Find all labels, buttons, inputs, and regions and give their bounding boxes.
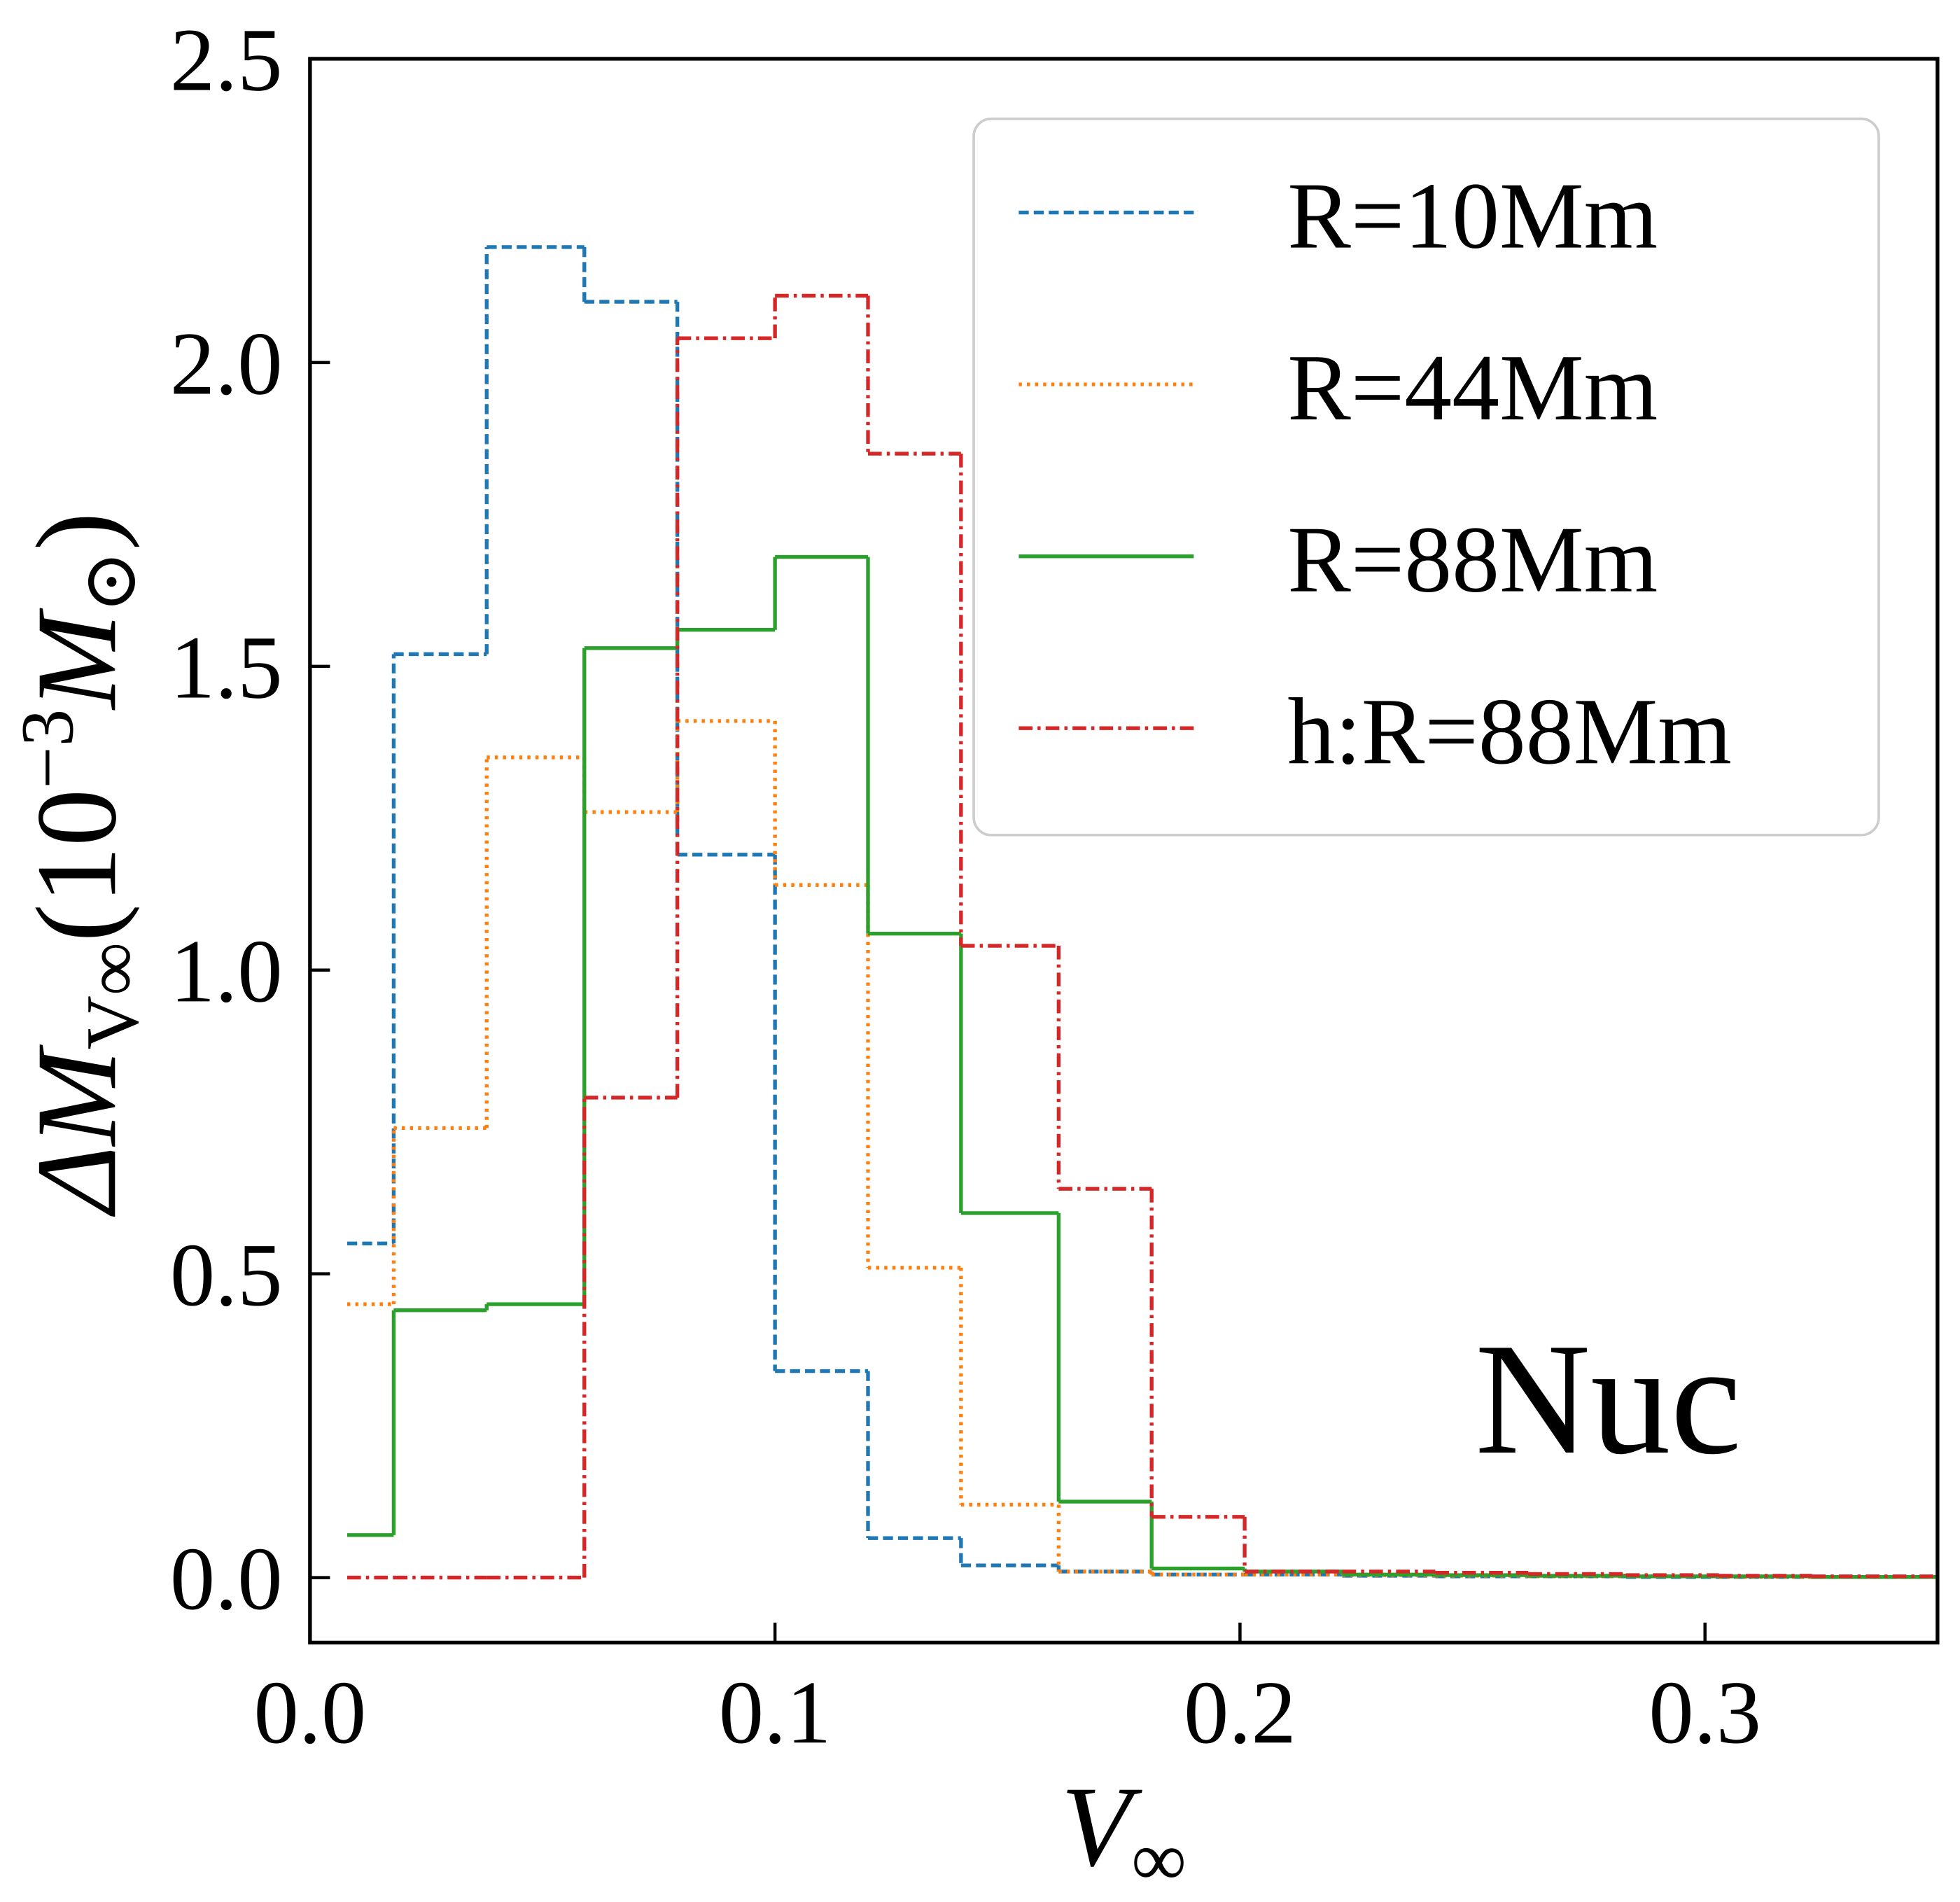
axes-frame [308, 57, 1940, 1645]
legend-box [972, 117, 1880, 837]
x-label-main: V [1061, 1763, 1143, 1890]
y-label-unit: M [13, 608, 140, 711]
legend-label: R=88Mm [1287, 508, 1658, 613]
y-label-sub: V∞ [71, 942, 154, 1050]
legend-label: h:R=88Mm [1287, 679, 1732, 784]
annotation: Nuc [1475, 1310, 1742, 1488]
y-label-open: (10 [13, 789, 140, 942]
y-tick-label: 1.5 [170, 617, 283, 717]
x-tick-label: 0.2 [1184, 1662, 1296, 1762]
legend-label: R=44Mm [1287, 335, 1658, 440]
y-tick-label: 0.0 [170, 1528, 283, 1628]
y-tick-label: 2.5 [170, 10, 283, 110]
y-label-main: ΔM [13, 1044, 140, 1217]
y-axis-label: ΔMV∞(10−3M⊙) [7, 512, 155, 1217]
y-label-close: ) [13, 512, 140, 551]
y-tick-label: 2.0 [170, 314, 283, 414]
x-label-sub: ∞ [1131, 1816, 1186, 1902]
y-label-sup: −3 [7, 709, 90, 789]
y-tick-label: 0.5 [170, 1224, 283, 1324]
y-tick-label: 1.0 [170, 921, 283, 1021]
x-axis-label: V∞ [1061, 1763, 1186, 1902]
legend-label: R=10Mm [1287, 164, 1658, 269]
x-tick-label: 0.1 [719, 1662, 832, 1762]
plot-area [347, 245, 1938, 1580]
x-tick-label: 0.3 [1648, 1662, 1761, 1762]
y-label-unit-sub: ⊙ [69, 550, 152, 613]
x-tick-label: 0.0 [254, 1662, 367, 1762]
